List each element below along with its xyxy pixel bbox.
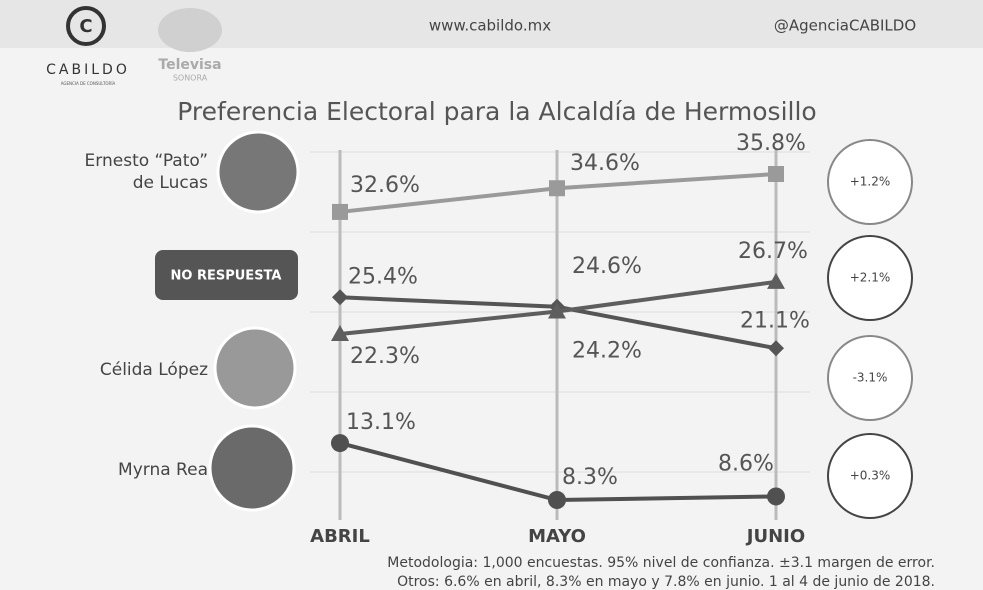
brand-logo-mark: C <box>79 16 92 37</box>
infographic: C CABILDO AGENCIA DE CONSULTORÍA Televis… <box>0 0 983 590</box>
candidate-photo <box>210 426 294 510</box>
candidate-photo <box>215 328 295 408</box>
marker <box>768 340 784 356</box>
x-tick-label: MAYO <box>528 526 586 547</box>
change-label: +1.2% <box>850 175 891 189</box>
marker <box>549 180 565 196</box>
value-label: 8.3% <box>562 465 618 490</box>
value-label: 26.7% <box>738 239 808 264</box>
brand: CABILDO <box>46 62 130 78</box>
legend-label: Myrna Rea <box>68 459 208 481</box>
marker <box>768 166 784 182</box>
chart-title: Preferencia Electoral para la Alcaldía d… <box>177 97 816 126</box>
change-label: -3.1% <box>853 371 888 385</box>
footnote: Metodologia: 1,000 encuestas. 95% nivel … <box>387 555 935 571</box>
brand-tagline: AGENCIA DE CONSULTORÍA <box>61 81 116 86</box>
marker <box>332 289 348 305</box>
partner: Televisa <box>158 57 221 73</box>
x-tick-label: JUNIO <box>745 526 805 547</box>
value-label: 32.6% <box>350 173 420 198</box>
value-label: 24.6% <box>572 254 642 279</box>
website: www.cabildo.mx <box>429 17 551 35</box>
value-label: 8.6% <box>718 451 774 476</box>
chart: C CABILDO AGENCIA DE CONSULTORÍA Televis… <box>0 0 983 590</box>
footnote: Otros: 6.6% en abril, 8.3% en mayo y 7.8… <box>397 574 935 590</box>
value-label: 24.2% <box>572 339 642 364</box>
value-label: 35.8% <box>736 131 806 156</box>
marker <box>548 491 566 509</box>
partner-region: SONORA <box>173 74 208 83</box>
marker <box>767 487 785 505</box>
marker <box>331 434 349 452</box>
legend-label: NO RESPUESTA <box>171 269 282 284</box>
handle: @AgenciaCABILDO <box>774 17 916 35</box>
value-label: 25.4% <box>348 264 418 289</box>
value-label: 21.1% <box>740 308 810 333</box>
legend-label: Ernesto “Pato” de Lucas <box>68 150 208 194</box>
change-label: +0.3% <box>850 469 891 483</box>
x-tick-label: ABRIL <box>310 526 370 547</box>
change-label: +2.1% <box>850 271 891 285</box>
marker <box>332 204 348 220</box>
value-label: 22.3% <box>350 344 420 369</box>
candidate-photo <box>218 132 298 212</box>
partner-logo <box>158 8 222 52</box>
value-label: 34.6% <box>570 151 640 176</box>
value-label: 13.1% <box>346 410 416 435</box>
legend-label: Célida López <box>68 359 208 381</box>
